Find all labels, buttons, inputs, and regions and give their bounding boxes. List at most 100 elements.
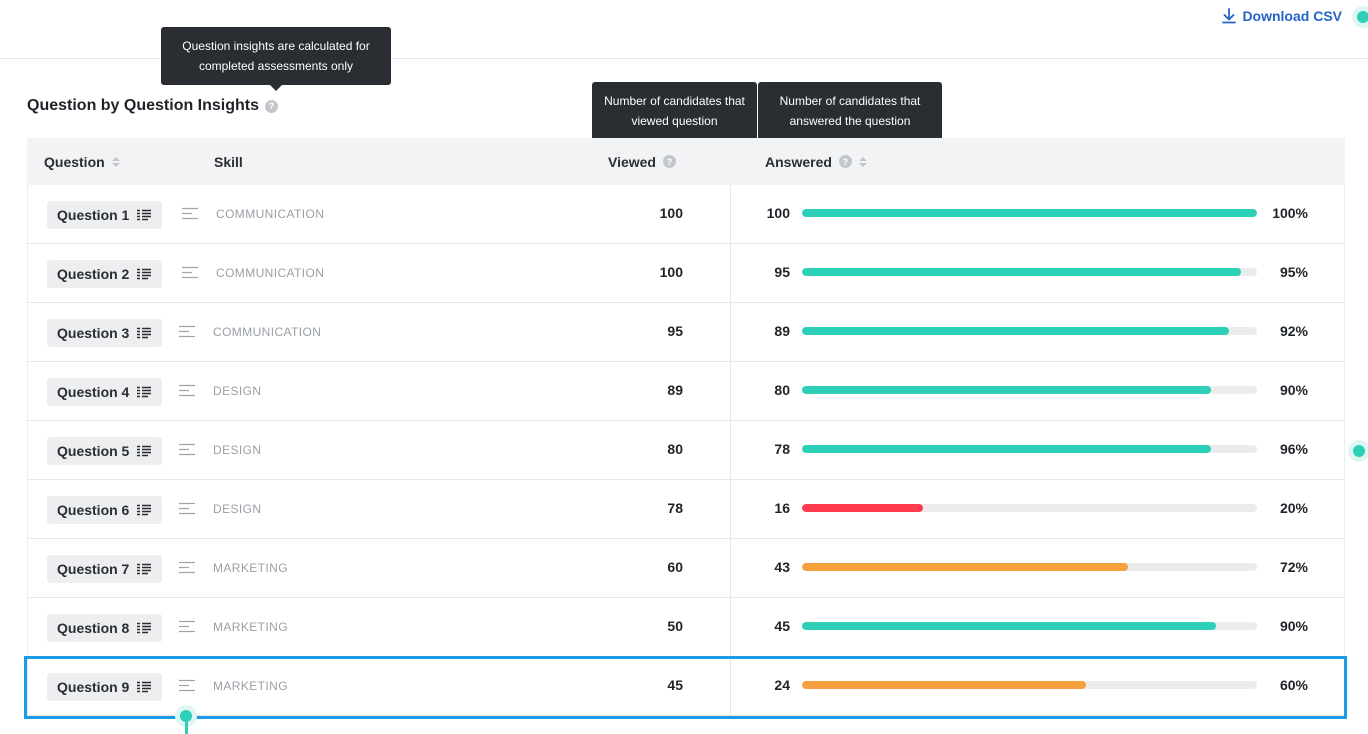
answer-rate-bar	[802, 327, 1257, 335]
column-divider	[730, 539, 731, 597]
skill-label: MARKETING	[213, 561, 288, 575]
hotspot-marker	[1348, 440, 1368, 462]
text-lines-icon-wrap	[178, 325, 196, 343]
table-row[interactable]: Question 2 COMMUNICATION 100 95 95%	[27, 244, 1345, 303]
question-chip[interactable]: Question 1	[47, 201, 163, 229]
skill-label: COMMUNICATION	[213, 325, 322, 339]
answer-rate-fill	[802, 268, 1242, 276]
viewed-count: 60	[667, 559, 683, 575]
table-header: Question Skill Viewed ? Answered ?	[27, 138, 1345, 185]
skill-label: COMMUNICATION	[216, 207, 325, 221]
column-divider	[730, 421, 731, 479]
text-lines-icon-wrap	[178, 620, 196, 638]
question-chip[interactable]: Question 4	[47, 378, 163, 406]
column-divider	[730, 598, 731, 656]
question-list-icon	[137, 268, 152, 280]
column-answered-label: Answered	[765, 153, 832, 170]
answer-rate-percent: 60%	[1279, 677, 1308, 693]
answered-tooltip: Number of candidates that answered the q…	[758, 82, 942, 146]
viewed-help-icon[interactable]: ?	[663, 155, 676, 168]
question-chip[interactable]: Question 9	[47, 673, 163, 701]
text-lines-icon	[182, 266, 198, 279]
column-divider	[730, 362, 731, 420]
column-divider	[730, 480, 731, 538]
viewed-count: 100	[659, 264, 683, 280]
column-viewed: Viewed ?	[608, 138, 676, 185]
text-lines-icon	[182, 207, 198, 220]
answer-rate-bar	[802, 386, 1257, 394]
table-row[interactable]: Question 4 DESIGN 89 80 90%	[27, 362, 1345, 421]
question-chip[interactable]: Question 2	[47, 260, 163, 288]
answer-rate-percent: 95%	[1279, 264, 1308, 280]
sort-icon[interactable]	[111, 156, 120, 167]
answered-count: 95	[774, 264, 790, 280]
viewed-tooltip: Number of candidates that viewed questio…	[592, 82, 757, 146]
top-bar: Download CSV	[0, 0, 1368, 59]
text-lines-icon-wrap	[178, 679, 196, 697]
answered-help-icon[interactable]: ?	[838, 155, 852, 168]
question-label: Question 2	[57, 266, 130, 282]
hotspot-marker	[1352, 6, 1368, 28]
column-viewed-label: Viewed	[608, 153, 656, 170]
viewed-count: 80	[667, 441, 683, 457]
column-answered[interactable]: Answered ?	[765, 138, 867, 185]
table-row[interactable]: Question 5 DESIGN 80 78 96%	[27, 421, 1345, 480]
answer-rate-fill	[802, 327, 1229, 335]
question-chip[interactable]: Question 7	[47, 555, 163, 583]
column-question-label: Question	[44, 153, 105, 170]
viewed-count: 45	[667, 677, 683, 693]
download-csv-button[interactable]: Download CSV	[1222, 8, 1342, 24]
answer-rate-bar	[802, 504, 1257, 512]
question-label: Question 1	[57, 207, 130, 223]
viewed-count: 89	[667, 382, 683, 398]
table-row[interactable]: Question 7 MARKETING 60 43 72%	[27, 539, 1345, 598]
section-title-text: Question by Question Insights	[27, 97, 260, 114]
question-chip[interactable]: Question 6	[47, 496, 163, 524]
table-row[interactable]: Question 1 COMMUNICATION 100 100 100%	[27, 185, 1345, 244]
skill-label: DESIGN	[213, 384, 262, 398]
answer-rate-bar	[802, 445, 1257, 453]
answer-rate-fill	[802, 209, 1257, 217]
skill-label: MARKETING	[213, 679, 288, 693]
answer-rate-percent: 100%	[1272, 205, 1308, 221]
help-icon[interactable]: ?	[265, 99, 279, 113]
text-lines-icon	[179, 561, 195, 574]
skill-label: COMMUNICATION	[216, 266, 325, 280]
answer-rate-bar	[802, 622, 1257, 630]
question-label: Question 4	[57, 384, 130, 400]
text-lines-icon-wrap	[181, 266, 199, 284]
table-row[interactable]: Question 8 MARKETING 50 45 90%	[27, 598, 1345, 657]
column-divider	[730, 244, 731, 302]
question-chip[interactable]: Question 5	[47, 437, 163, 465]
table-row[interactable]: Question 9 MARKETING 45 24 60%	[27, 657, 1345, 716]
question-list-icon	[137, 681, 152, 693]
text-lines-icon	[179, 502, 195, 515]
table-row[interactable]: Question 6 DESIGN 78 16 20%	[27, 480, 1345, 539]
question-list-icon	[137, 622, 152, 634]
question-chip[interactable]: Question 3	[47, 319, 163, 347]
answer-rate-percent: 90%	[1279, 382, 1308, 398]
question-label: Question 6	[57, 502, 130, 518]
column-skill-label: Skill	[214, 153, 243, 170]
column-question[interactable]: Question	[44, 138, 120, 185]
sort-icon[interactable]	[858, 156, 867, 167]
answered-count: 16	[774, 500, 790, 516]
skill-label: MARKETING	[213, 620, 288, 634]
answer-rate-percent: 72%	[1279, 559, 1308, 575]
answer-rate-fill	[802, 445, 1211, 453]
question-chip[interactable]: Question 8	[47, 614, 163, 642]
viewed-count: 78	[667, 500, 683, 516]
text-lines-icon-wrap	[178, 443, 196, 461]
download-csv-label[interactable]: Download CSV	[1242, 8, 1342, 24]
hotspot-stem	[185, 722, 188, 734]
viewed-count: 50	[667, 618, 683, 634]
section-title: Question by Question Insights ?	[27, 97, 279, 115]
table-row[interactable]: Question 3 COMMUNICATION 95 89 92%	[27, 303, 1345, 362]
column-divider	[730, 303, 731, 361]
answer-rate-percent: 96%	[1279, 441, 1308, 457]
text-lines-icon	[179, 325, 195, 338]
text-lines-icon-wrap	[178, 561, 196, 579]
question-label: Question 5	[57, 443, 130, 459]
answered-count: 43	[774, 559, 790, 575]
text-lines-icon-wrap	[178, 384, 196, 402]
